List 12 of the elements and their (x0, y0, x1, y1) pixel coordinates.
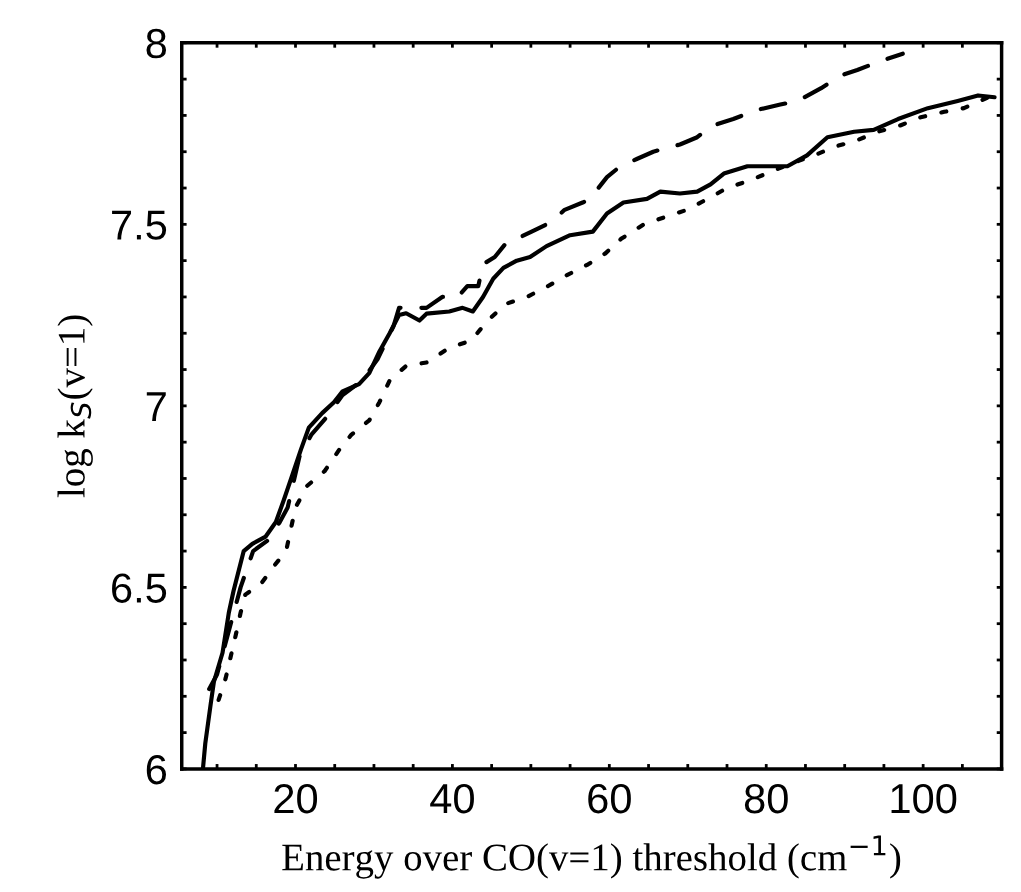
y-tick-label: 8 (146, 28, 167, 59)
x-tick-label: 20 (274, 783, 318, 814)
x-tick-label: 100 (891, 783, 957, 814)
y-tick-label: 6 (146, 754, 167, 785)
y-tick-label: 6.5 (112, 573, 167, 603)
x-tick-label: 40 (430, 783, 474, 814)
x-tick-label: 60 (588, 783, 631, 814)
y-tick-label: 7 (146, 392, 166, 421)
x-tick-label: 80 (744, 783, 788, 814)
x-axis-title: Energy over CO(v=1) threshold (cm$^{−1}$) (282, 835, 901, 879)
y-axis-title: log k$_{S}$(v=1) (57, 315, 93, 498)
y-tick-label: 7.5 (112, 210, 167, 240)
